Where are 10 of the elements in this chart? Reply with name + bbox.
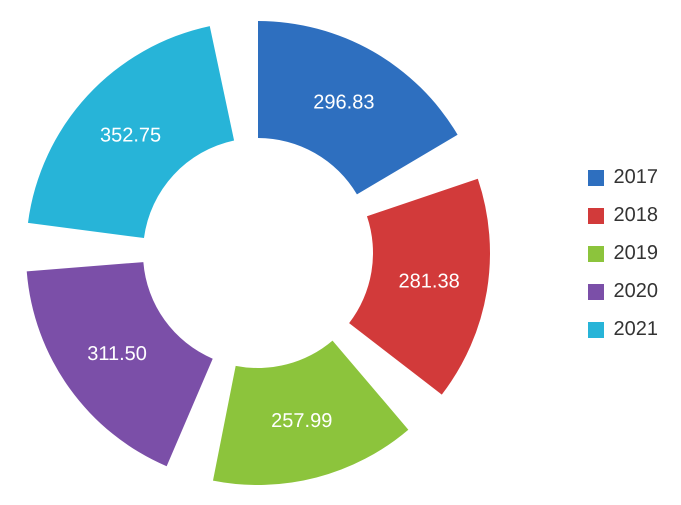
data-label: 257.99 <box>271 410 332 432</box>
legend-label: 2017 <box>614 166 658 188</box>
data-label: 296.83 <box>313 91 374 114</box>
data-label: 352.75 <box>100 124 162 146</box>
data-label: 311.50 <box>87 343 147 366</box>
legend-label: 2020 <box>614 280 658 302</box>
legend-label: 2021 <box>614 318 658 340</box>
legend-label: 2019 <box>614 242 658 264</box>
legend-label: 2018 <box>614 204 658 226</box>
data-label: 281.38 <box>398 270 460 293</box>
